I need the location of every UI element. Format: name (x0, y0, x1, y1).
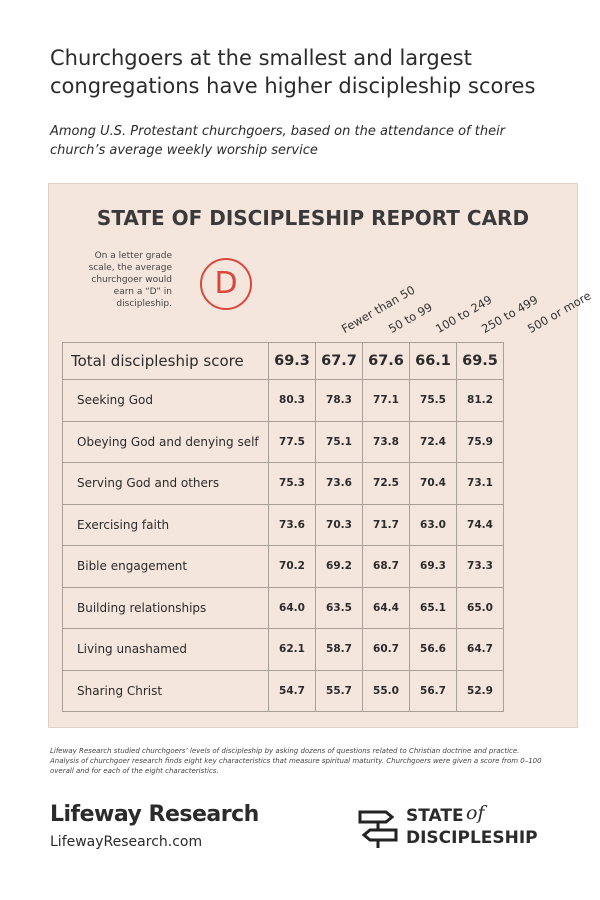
logo-text: STATE (406, 806, 464, 826)
card-title: STATE OF DISCIPLESHIP REPORT CARD (96, 206, 530, 230)
table: Total discipleship score 69.3 67.7 67.6 66.1… (62, 342, 504, 712)
row-label: Obeying God and denying self (62, 420, 269, 463)
logo-text: DISCIPLESHIP (406, 828, 538, 848)
title: Churchgoers at the smallest and largest … (50, 46, 536, 98)
cell: 70.4 (409, 462, 457, 505)
cell: 75.3 (268, 462, 316, 505)
row-label: Living unashamed (62, 628, 269, 671)
cell: 75.9 (456, 420, 504, 463)
cell: 81.2 (456, 379, 504, 422)
cell: 70.3 (315, 503, 363, 546)
cell: 74.4 (456, 503, 504, 546)
cell: 71.7 (362, 503, 410, 546)
cell: 55.0 (362, 669, 410, 712)
cell: 65.0 (456, 586, 504, 629)
row-label: Sharing Christ (62, 669, 269, 712)
cell: 64.0 (268, 586, 316, 629)
url: LifewayResearch.com (50, 834, 203, 850)
cell: 72.4 (409, 420, 457, 463)
cell: 63.5 (315, 586, 363, 629)
cell: 73.8 (362, 420, 410, 463)
cell: 75.5 (409, 379, 457, 422)
cell: 69.3 (268, 342, 316, 380)
row-label: Exercising faith (62, 503, 269, 546)
row-label: Seeking God (62, 379, 269, 422)
cell: 67.7 (315, 342, 363, 380)
cell: 77.5 (268, 420, 316, 463)
cell: 52.9 (456, 669, 504, 712)
row: Serving God and others 75.3 73.6 72.5 70.4 73… (62, 462, 504, 505)
row: Total discipleship score 69.3 67.7 67.6 66.1… (62, 342, 504, 380)
row: Seeking God 80.3 78.3 77.1 75.5 81.2 (62, 379, 504, 422)
note: On a letter grade scale, the average chu… (88, 251, 172, 309)
cell: 73.6 (268, 503, 316, 546)
row: Living unashamed 62.1 58.7 60.7 56.6 64.7 (62, 628, 504, 671)
cell: 69.3 (409, 545, 457, 588)
row-label: Bible engagement (62, 545, 269, 588)
cell: 75.1 (315, 420, 363, 463)
row: Exercising faith 73.6 70.3 71.7 63.0 74.4 (62, 503, 504, 546)
row: Building relationships 64.0 63.5 64.4 65.1 65… (62, 586, 504, 629)
row: Sharing Christ 54.7 55.7 55.0 56.7 52.9 (62, 669, 504, 712)
cell: 68.7 (362, 545, 410, 588)
cell: 64.7 (456, 628, 504, 671)
row-label: Serving God and others (62, 462, 269, 505)
cell: 80.3 (268, 379, 316, 422)
cell: 78.3 (315, 379, 363, 422)
subtitle: Among U.S. Protestant churchgoers, based… (50, 124, 506, 158)
cell: 65.1 (409, 586, 457, 629)
cell: 56.6 (409, 628, 457, 671)
cell: 64.4 (362, 586, 410, 629)
row-label: Building relationships (62, 586, 269, 629)
row: Bible engagement 70.2 69.2 68.7 69.3 73.3 (62, 545, 504, 588)
logo-text: of (466, 802, 485, 824)
brand: Lifeway Research (50, 802, 259, 827)
row-label: Total discipleship score (62, 342, 269, 380)
cell: 69.5 (456, 342, 504, 380)
cell: 56.7 (409, 669, 457, 712)
logo-icon (358, 810, 398, 848)
cell: 66.1 (409, 342, 457, 380)
row: Obeying God and denying self 77.5 75.1 73.8… (62, 420, 504, 463)
cell: 60.7 (362, 628, 410, 671)
cell: 67.6 (362, 342, 410, 380)
cell: 72.5 (362, 462, 410, 505)
cell: 73.6 (315, 462, 363, 505)
grade: D (200, 258, 252, 310)
cell: 77.1 (362, 379, 410, 422)
cell: 63.0 (409, 503, 457, 546)
cell: 69.2 (315, 545, 363, 588)
cell: 62.1 (268, 628, 316, 671)
cell: 54.7 (268, 669, 316, 712)
footnote: Lifeway Research studied churchgoers’ le… (50, 747, 542, 775)
cell: 58.7 (315, 628, 363, 671)
cell: 73.3 (456, 545, 504, 588)
cell: 55.7 (315, 669, 363, 712)
cell: 70.2 (268, 545, 316, 588)
cell: 73.1 (456, 462, 504, 505)
